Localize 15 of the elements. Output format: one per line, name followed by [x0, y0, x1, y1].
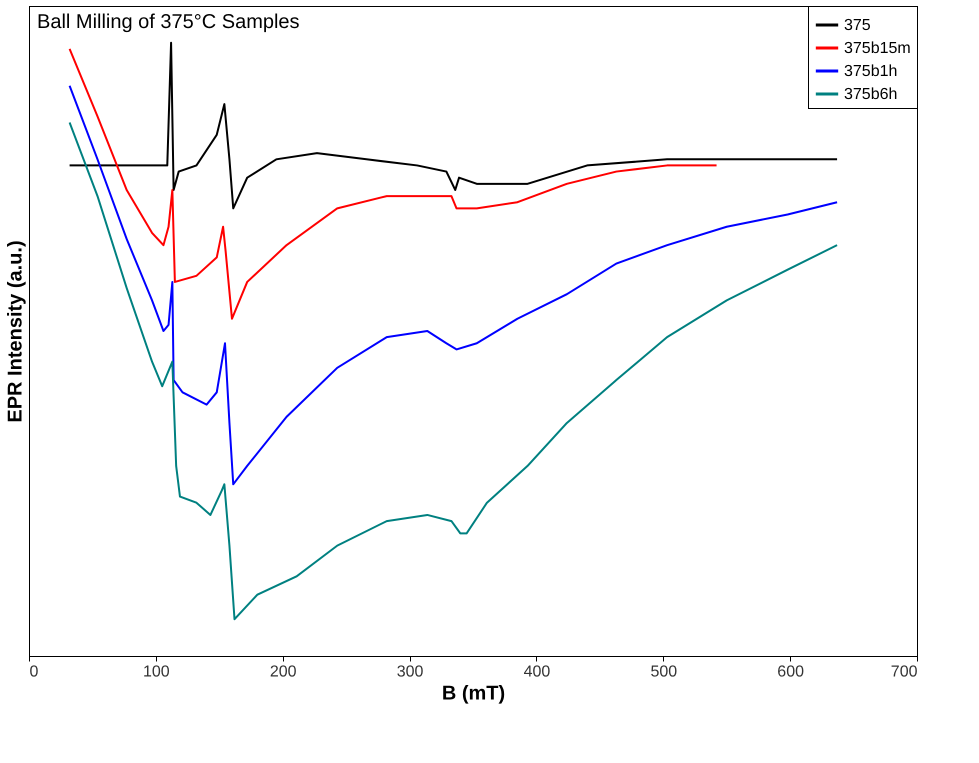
legend-label: 375: [844, 17, 871, 34]
chart-title: Ball Milling of 375°C Samples: [37, 11, 300, 33]
x-tick-label: 400: [524, 664, 550, 680]
x-tick-label: 700: [890, 664, 918, 680]
x-tick-label: 500: [650, 664, 678, 680]
x-tick-label: 600: [777, 664, 804, 680]
legend-label: 375b1h: [844, 63, 898, 80]
legend-label: 375b15m: [844, 40, 911, 57]
x-tick-label: 200: [270, 664, 297, 680]
y-axis-title: EPR Intensity (a.u.): [4, 240, 26, 423]
legend-label: 375b6h: [844, 86, 898, 103]
x-tick-label: 100: [143, 664, 170, 680]
x-tick-label: 0: [30, 664, 38, 680]
x-axis-title: B (mT): [442, 682, 506, 704]
x-tick-label: 300: [396, 664, 424, 680]
